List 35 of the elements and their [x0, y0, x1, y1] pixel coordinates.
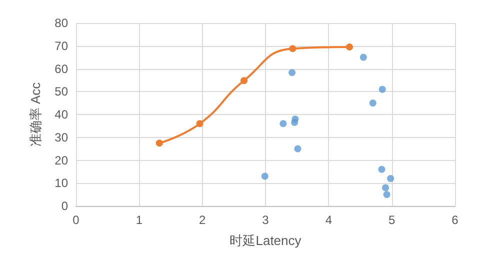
y-tick-label: 80 [54, 16, 68, 30]
x-tick-label: 6 [452, 213, 459, 227]
y-tick-label: 50 [54, 84, 68, 99]
y-tick-label: 40 [54, 108, 68, 122]
point [387, 175, 394, 182]
x-axis-title: 时延Latency [230, 233, 302, 248]
y-tick-label: 70 [54, 38, 68, 53]
point [369, 100, 376, 107]
x-tick-label: 0 [72, 213, 80, 227]
point [294, 145, 302, 152]
point [382, 184, 390, 192]
point [240, 77, 248, 84]
point [289, 45, 296, 52]
point [261, 172, 268, 180]
y-axis-title: 准确率 Acc [28, 82, 43, 147]
y-tick-label: 60 [54, 62, 68, 76]
point [196, 120, 204, 128]
point [360, 54, 367, 61]
point [378, 86, 386, 93]
point [378, 166, 386, 173]
x-tick-label: 5 [388, 213, 396, 227]
point [346, 44, 354, 51]
y-tick-label: 0 [61, 199, 68, 213]
point [288, 69, 296, 76]
point [156, 140, 163, 147]
point [280, 120, 287, 128]
y-tick-label: 20 [54, 153, 68, 168]
x-tick-label: 1 [136, 213, 143, 227]
x-tick-label: 2 [198, 213, 206, 227]
point [383, 191, 390, 198]
y-tick-label: 30 [54, 130, 68, 144]
y-tick-label: 10 [54, 176, 68, 190]
x-tick-label: 3 [262, 213, 270, 227]
point [292, 116, 299, 123]
x-tick-label: 4 [325, 213, 332, 227]
